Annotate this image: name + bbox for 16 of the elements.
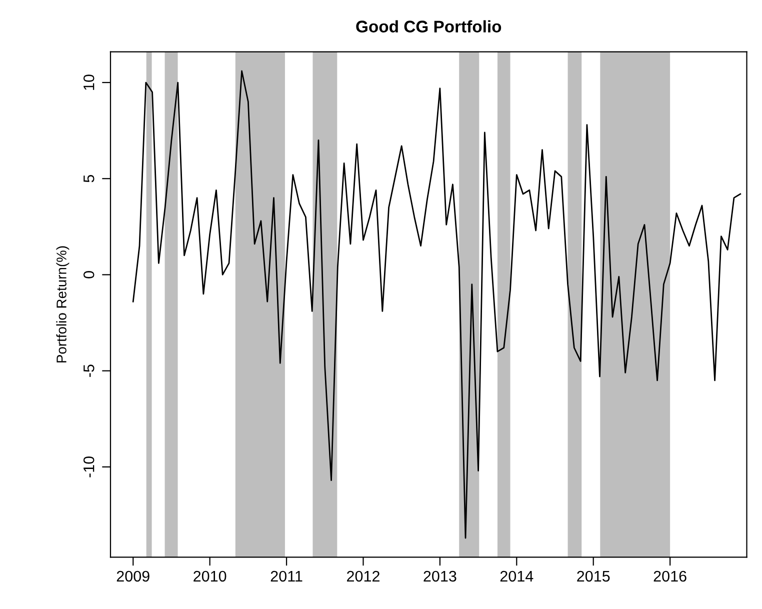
line-series: [132, 70, 742, 539]
y-tick-label: 5: [84, 175, 94, 182]
y-tick-label: -10: [83, 456, 94, 478]
x-tick-label: 2015: [577, 570, 610, 582]
x-tick-label: 2012: [347, 570, 380, 582]
x-tick-label: 2014: [500, 570, 534, 582]
x-tick-label: 2009: [116, 570, 150, 582]
y-tick-label: 0: [83, 271, 94, 278]
y-tick-label: 10: [83, 74, 94, 90]
x-tick-label: 2016: [654, 570, 686, 582]
y-tick-label: -5: [84, 364, 94, 377]
x-tick-label: 2013: [424, 570, 456, 582]
x-tick-label: 2011: [270, 570, 302, 582]
y-axis-title: Portfolio Return(%): [56, 246, 70, 362]
chart-title: Good CG Portfolio: [356, 20, 502, 32]
x-tick-label: 2010: [194, 570, 226, 582]
